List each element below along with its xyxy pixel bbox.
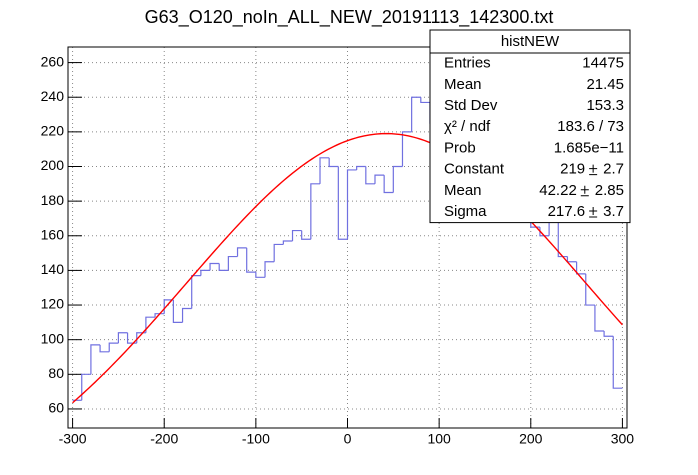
histogram-bin (99, 344, 110, 353)
histogram-bin (291, 229, 302, 241)
stats-label: χ² / ndf (444, 118, 491, 135)
histogram-bin (145, 316, 156, 333)
histogram-bin (117, 332, 128, 344)
stats-label: Mean (444, 76, 482, 93)
y-tick-label: 220 (41, 123, 65, 139)
stats-error: 2.7 (603, 161, 624, 178)
plus-minus-sign (580, 185, 589, 197)
histogram-bin (401, 131, 412, 167)
histogram-bin (181, 307, 192, 323)
histogram-bin (612, 336, 623, 389)
x-tick-label: -300 (59, 431, 87, 447)
stats-value: 42.22 (539, 182, 577, 199)
stats-label: Constant (444, 161, 505, 178)
histogram-bin (356, 165, 366, 170)
histogram-bin (108, 342, 119, 352)
y-tick-label: 100 (41, 330, 65, 346)
histogram-bin (383, 175, 394, 194)
y-tick-label: 80 (48, 365, 64, 381)
histogram-bin (420, 97, 430, 104)
stats-label: Entries (444, 55, 491, 72)
histogram-bin (172, 299, 183, 323)
histogram-bin (585, 273, 595, 306)
y-tick-label: 120 (41, 296, 65, 312)
histogram-bin (392, 165, 403, 193)
histogram-bin (557, 214, 568, 258)
histogram-bin (310, 183, 321, 240)
histogram-bin (374, 174, 385, 184)
plus-minus-sign (589, 207, 598, 218)
stats-frame (429, 29, 631, 224)
histogram-bin (273, 243, 284, 262)
stats-value: 14475 (582, 55, 624, 72)
histogram-bin (227, 255, 238, 271)
histogram-bin (301, 230, 311, 240)
plus-minus-sign (589, 164, 598, 176)
y-tick-label: 240 (41, 88, 65, 104)
histogram-bin (154, 313, 165, 318)
histogram-bin (200, 269, 211, 276)
y-tick-label: 260 (41, 53, 65, 69)
stats-value: 217.6 (548, 203, 586, 220)
histogram-bin (90, 344, 101, 375)
histogram-bin (328, 157, 339, 168)
histogram-bin (337, 166, 348, 240)
x-tick-label: 100 (427, 431, 451, 447)
histogram-bin (218, 263, 229, 272)
y-tick-label: 160 (41, 226, 65, 242)
stats-label: Std Dev (444, 97, 498, 114)
plot-frame (67, 46, 628, 429)
stats-value: 183.6 / 73 (557, 118, 624, 135)
x-tick-label: -200 (150, 431, 178, 447)
histogram-bin (411, 96, 421, 132)
stats-value: 219 (560, 161, 585, 178)
y-tick-label: 200 (41, 157, 65, 173)
stats-value: 153.3 (586, 97, 624, 114)
stats-value: 1.685e−11 (554, 139, 624, 156)
x-tick-label: -100 (242, 431, 270, 447)
stats-box: histNEW Entries 14475 Mean 21.45 Std Dev 153.3… (429, 29, 631, 224)
histogram-bin (603, 331, 614, 337)
stats-label: Mean (444, 182, 482, 199)
stats-value: 21.45 (586, 76, 624, 93)
histogram-bin (365, 166, 375, 185)
histogram-bin (539, 227, 550, 237)
histogram-bin (191, 275, 201, 309)
chart-title: G63_O120_noIn_ALL_NEW_20191113_142300.tx… (145, 7, 554, 28)
stats-error: 2.85 (595, 182, 624, 199)
x-tick-label: 200 (519, 431, 543, 447)
histogram-bin (575, 261, 586, 275)
histogram-bin (594, 305, 605, 332)
histogram-bin (236, 247, 247, 257)
histogram-bin (209, 262, 220, 271)
stats-error: 3.7 (603, 203, 624, 220)
stats-title: histNEW (501, 33, 560, 50)
y-tick-label: 60 (48, 400, 64, 416)
histogram-bin (282, 240, 293, 245)
x-tick-label: 0 (344, 431, 352, 447)
x-tick-label: 300 (611, 431, 635, 447)
stats-label: Sigma (444, 203, 487, 220)
histogram-bin (255, 272, 266, 278)
y-tick-label: 180 (41, 192, 65, 208)
histogram-bin (319, 157, 330, 184)
histogram-bin (81, 373, 91, 401)
histogram-bin (346, 169, 357, 240)
y-tick-label: 140 (41, 261, 65, 277)
histogram-bin (246, 247, 256, 273)
histogram-bin (264, 261, 275, 278)
stats-label: Prob (444, 139, 476, 156)
